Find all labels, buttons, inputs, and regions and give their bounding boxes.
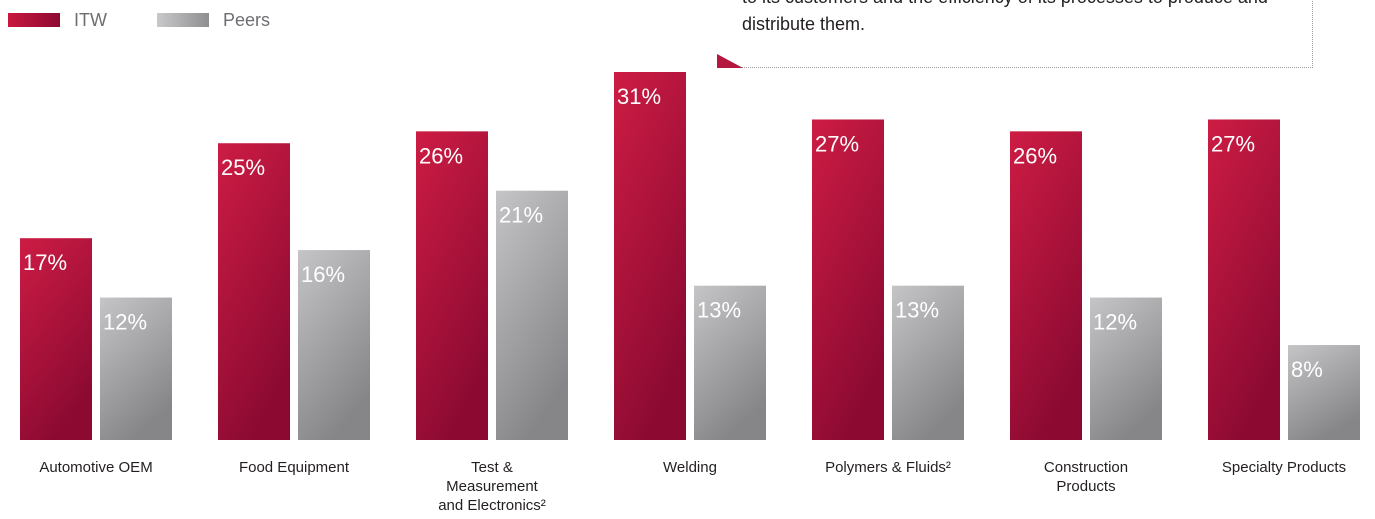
- chart-legend: ITW Peers: [8, 9, 320, 31]
- category-label-test-measurement-and-electronics: Test & Measurement and Electronics²: [438, 459, 546, 514]
- value-label-itw-food-equipment: 25%: [221, 155, 265, 180]
- legend-item-peers: Peers: [157, 10, 270, 31]
- value-label-peers-welding: 13%: [697, 298, 741, 323]
- category-label-automotive-oem: Automotive OEM: [39, 459, 152, 476]
- category-label-specialty-products: Specialty Products: [1222, 459, 1346, 476]
- bar-peers-welding: [694, 285, 766, 440]
- value-label-itw-polymers-fluids: 27%: [815, 131, 859, 156]
- callout-box: to its customers and the efficiency of i…: [717, 0, 1313, 68]
- legend-label-itw: ITW: [74, 9, 107, 30]
- value-label-peers-food-equipment: 16%: [301, 262, 345, 287]
- category-label-welding: Welding: [663, 459, 717, 476]
- callout-pointer: [717, 54, 743, 68]
- bar-peers-food-equipment: [298, 250, 370, 440]
- bar-itw-automotive-oem: [20, 238, 92, 440]
- category-label-polymers-fluids: Polymers & Fluids²: [825, 459, 951, 476]
- value-label-peers-test-measurement-and-electronics: 21%: [499, 203, 543, 228]
- value-label-peers-specialty-products: 8%: [1291, 357, 1323, 382]
- value-label-itw-test-measurement-and-electronics: 26%: [419, 143, 463, 168]
- bar-peers-test-measurement-and-electronics: [496, 190, 568, 440]
- bar-peers-specialty-products: [1288, 345, 1360, 440]
- category-label-food-equipment: Food Equipment: [239, 459, 350, 476]
- bar-itw-polymers-fluids: [812, 119, 884, 440]
- bar-peers-automotive-oem: [100, 297, 172, 440]
- value-label-peers-construction-products: 12%: [1093, 310, 1137, 335]
- legend-swatch-itw: [8, 13, 60, 27]
- bar-peers-construction-products: [1090, 297, 1162, 440]
- bar-peers-polymers-fluids: [892, 285, 964, 440]
- value-label-itw-welding: 31%: [617, 84, 661, 109]
- bar-itw-food-equipment: [218, 143, 290, 440]
- bar-itw-construction-products: [1010, 131, 1082, 440]
- callout-text: to its customers and the efficiency of i…: [742, 0, 1268, 34]
- legend-swatch-peers: [157, 13, 209, 27]
- category-label-construction-products: Construction Products: [1044, 459, 1128, 495]
- bar-itw-test-measurement-and-electronics: [416, 131, 488, 440]
- value-label-itw-automotive-oem: 17%: [23, 250, 67, 275]
- value-label-peers-automotive-oem: 12%: [103, 310, 147, 335]
- value-label-peers-polymers-fluids: 13%: [895, 298, 939, 323]
- value-label-itw-construction-products: 26%: [1013, 143, 1057, 168]
- legend-item-itw: ITW: [8, 10, 107, 31]
- bar-itw-specialty-products: [1208, 119, 1280, 440]
- bar-itw-welding: [614, 72, 686, 440]
- value-label-itw-specialty-products: 27%: [1211, 131, 1255, 156]
- legend-label-peers: Peers: [223, 9, 271, 30]
